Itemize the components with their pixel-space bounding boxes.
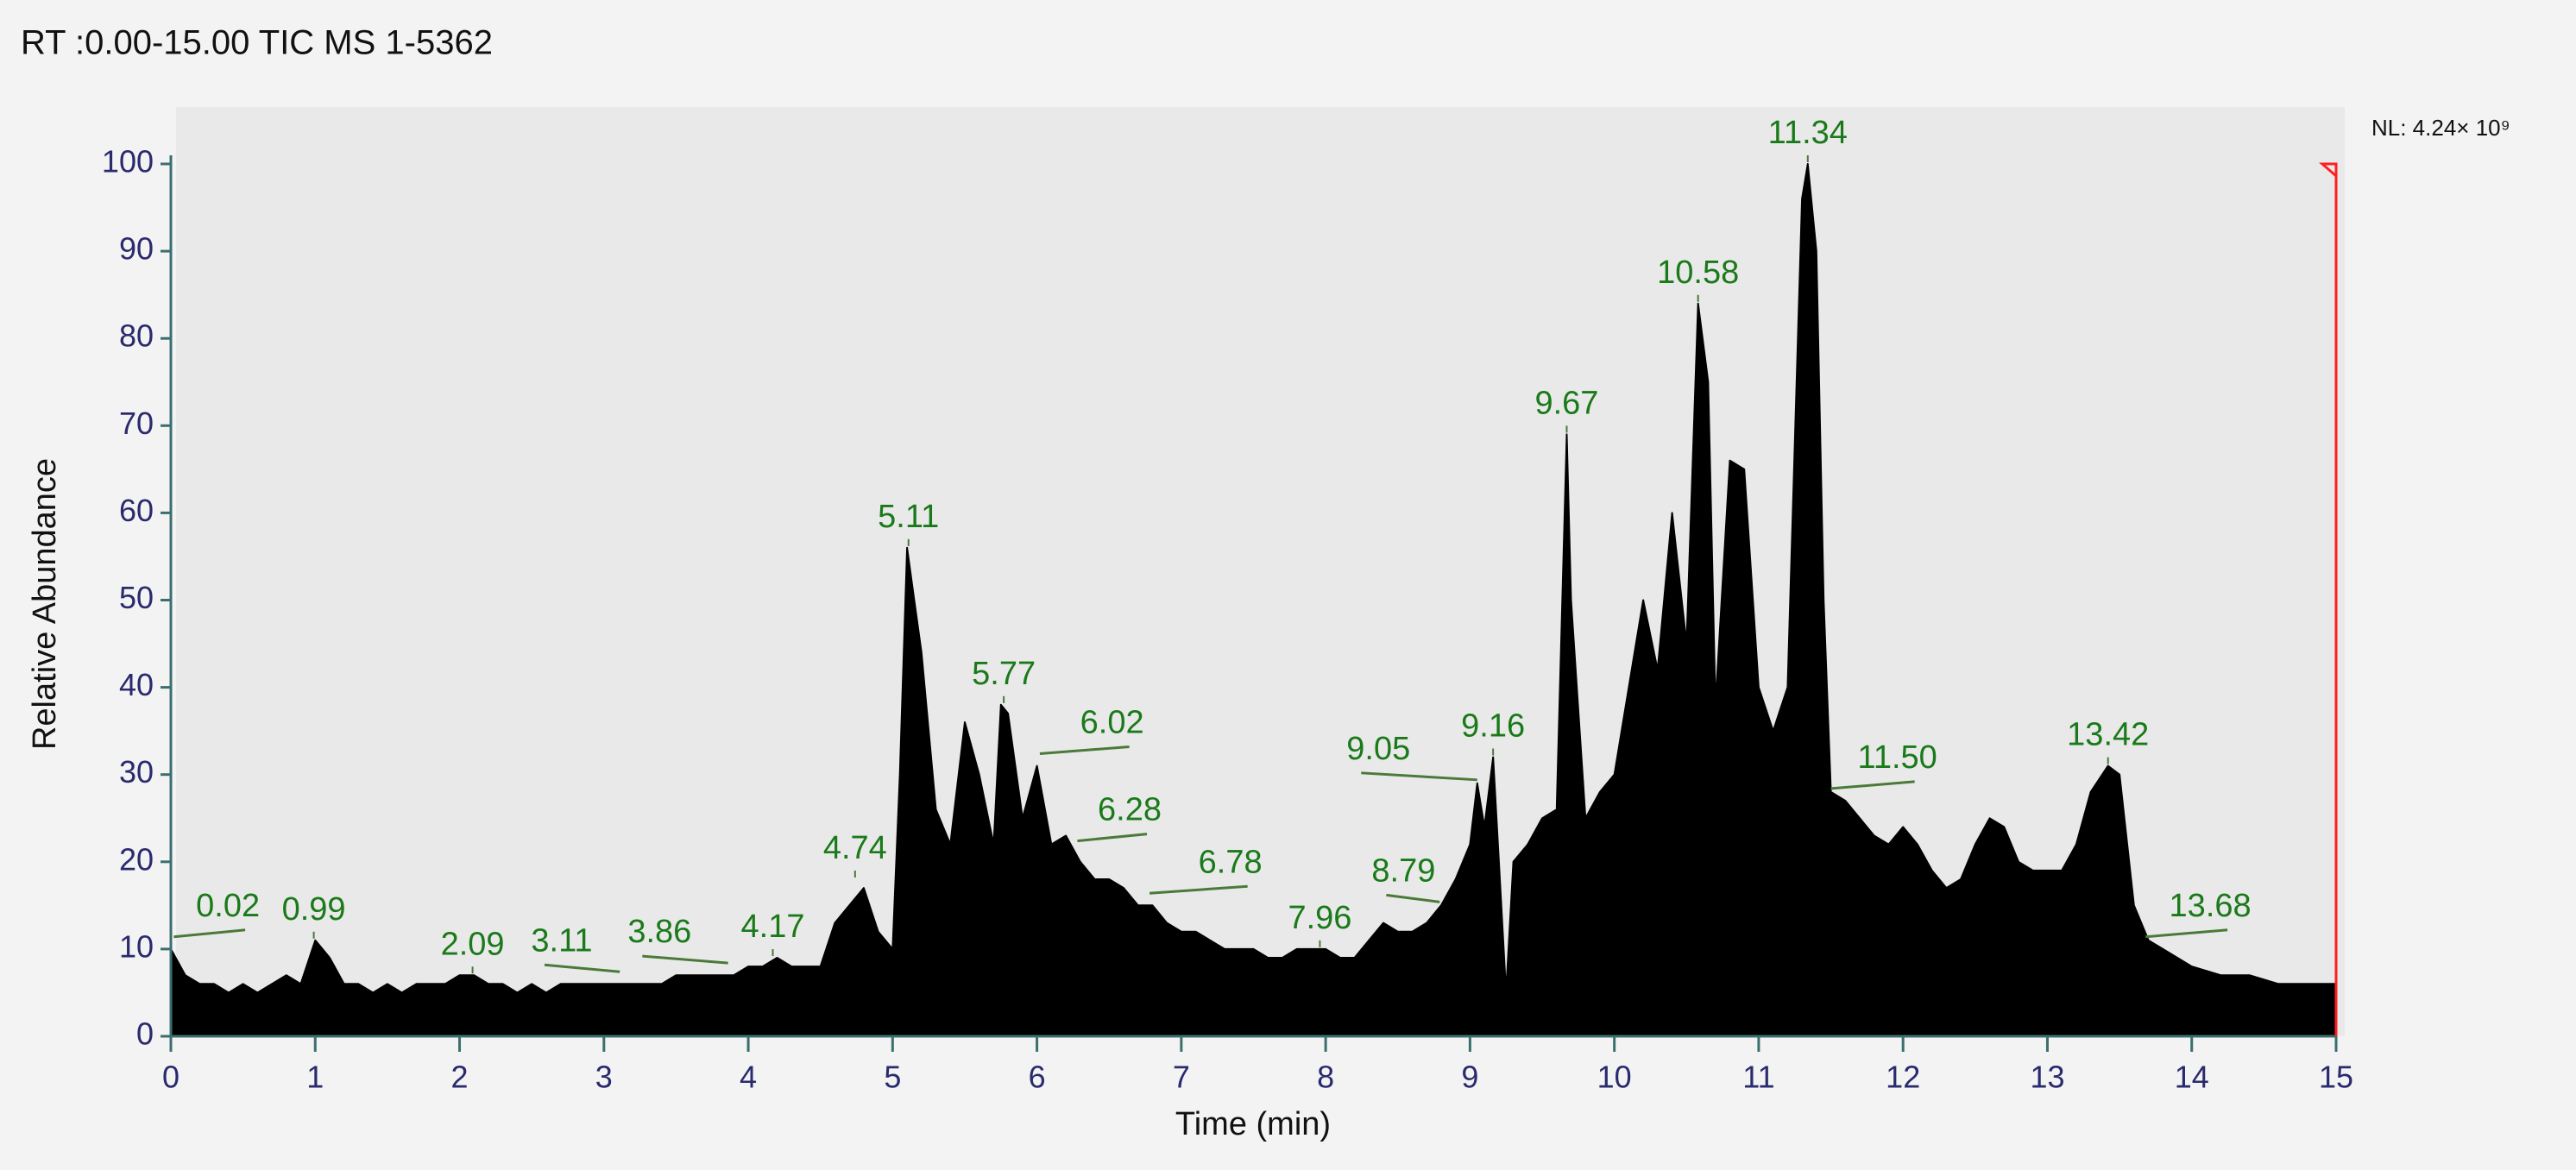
x-tick-label: 12	[1886, 1060, 1920, 1095]
peak-label: 8.79	[1371, 852, 1435, 889]
y-tick-label: 60	[119, 493, 154, 528]
peak-label: 13.68	[2170, 888, 2252, 924]
y-tick-label: 100	[102, 144, 154, 179]
y-tick-label: 70	[119, 406, 154, 441]
x-tick-label: 1	[306, 1060, 324, 1095]
y-tick-label: 20	[119, 841, 154, 877]
x-tick-label: 0	[162, 1060, 180, 1095]
x-tick-label: 2	[451, 1060, 469, 1095]
annotation-leader	[1830, 780, 1915, 790]
annotation-leader	[1386, 893, 1440, 903]
x-tick-label: 8	[1317, 1060, 1334, 1095]
x-tick-label: 5	[884, 1060, 901, 1095]
annotation-leader	[173, 928, 246, 939]
x-tick-label: 15	[2319, 1060, 2353, 1095]
peak-label: 3.86	[627, 914, 691, 950]
x-tick-label: 4	[740, 1060, 757, 1095]
peak-label: 6.02	[1080, 705, 1144, 741]
peak-label: 9.16	[1461, 708, 1525, 745]
peak-label: 0.02	[196, 888, 260, 924]
x-tick-label: 10	[1597, 1060, 1632, 1095]
y-tick-label: 30	[119, 754, 154, 789]
peak-label: 4.74	[823, 830, 887, 866]
end-marker-head	[2319, 162, 2338, 179]
y-tick-label: 40	[119, 667, 154, 702]
peak-label: 11.50	[1858, 739, 1937, 776]
annotation-leader	[2145, 928, 2228, 939]
x-tick-label: 13	[2030, 1060, 2064, 1095]
x-tick-label: 9	[1461, 1060, 1478, 1095]
peak-label: 9.67	[1534, 385, 1598, 421]
x-tick-label: 6	[1029, 1060, 1046, 1095]
peak-label: 10.58	[1657, 255, 1739, 291]
peak-label: 13.42	[2067, 717, 2149, 753]
annotation-leader	[1077, 833, 1148, 843]
x-tick-label: 11	[1742, 1060, 1774, 1095]
peak-label: 0.99	[282, 891, 346, 928]
annotation-leader	[1149, 884, 1248, 895]
y-tick-label: 0	[136, 1016, 154, 1052]
trace-area	[170, 163, 2337, 1037]
x-tick-label: 3	[595, 1060, 613, 1095]
peak-label: 7.96	[1288, 900, 1351, 936]
x-axis-label: Time (min)	[1175, 1106, 1331, 1142]
annotation-leader	[544, 963, 620, 973]
peak-label: 3.11	[531, 922, 592, 959]
header: RT :0.00-15.00 TIC MS 1-5362	[21, 24, 493, 62]
x-tick-label: 14	[2175, 1060, 2209, 1095]
peak-label: 2.09	[441, 926, 505, 962]
peak-label: 5.11	[878, 499, 939, 535]
nl-label: NL: 4.24× 10⁹	[2371, 115, 2510, 141]
peak-label: 6.28	[1098, 792, 1162, 828]
y-tick-label: 10	[119, 928, 154, 964]
annotation-leader	[1361, 771, 1477, 782]
peak-label: 11.34	[1768, 115, 1848, 151]
y-tick-label: 80	[119, 318, 154, 354]
annotation-leader	[642, 954, 728, 965]
peak-label: 4.17	[741, 909, 805, 945]
y-axis-label: Relative Abundance	[27, 458, 63, 750]
peak-label: 5.77	[972, 656, 1036, 692]
y-tick-label: 90	[119, 231, 154, 267]
peak-label: 6.78	[1199, 844, 1263, 880]
y-tick-label: 50	[119, 580, 154, 615]
annotation-leader	[1039, 745, 1130, 755]
peak-label: 9.05	[1346, 731, 1410, 767]
x-tick-label: 7	[1173, 1060, 1190, 1095]
